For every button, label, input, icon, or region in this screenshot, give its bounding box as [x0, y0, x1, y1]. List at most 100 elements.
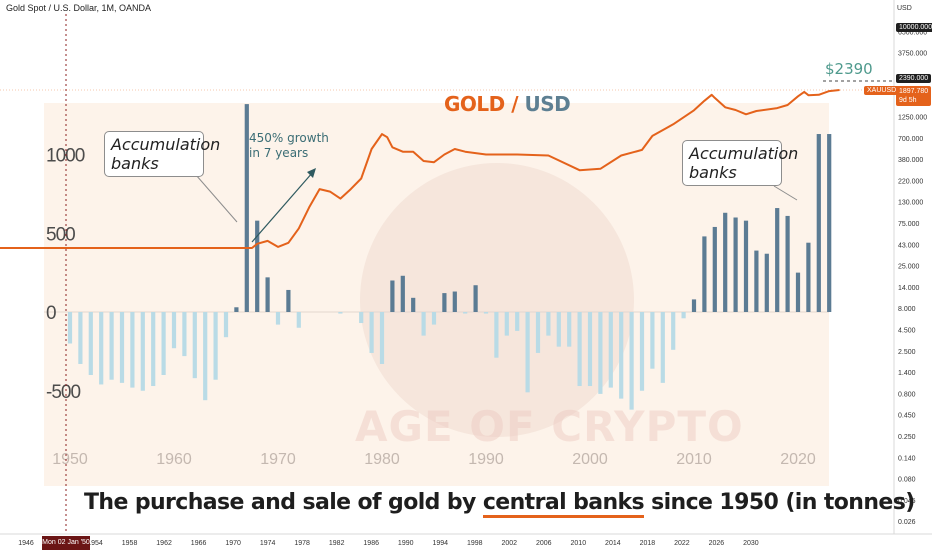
price-axis-tick: 220.000 [898, 178, 923, 185]
time-axis-tick: 1974 [260, 540, 276, 547]
bar-1988 [463, 312, 468, 314]
bar-1976 [338, 312, 343, 314]
bar-1964 [213, 312, 218, 380]
growth-arrowhead [307, 168, 316, 178]
x-tick-label: 2000 [572, 451, 608, 468]
gold-price-line [0, 89, 840, 249]
watermark-text: AGE OF CRYPTO [355, 402, 744, 451]
x-tick-label: 1970 [260, 451, 296, 468]
bar-2017 [764, 253, 769, 312]
bars-series [67, 104, 832, 410]
x-tick-label: 1960 [156, 451, 192, 468]
bar-2005 [639, 312, 645, 391]
price-axis-tick: 0.250 [898, 434, 916, 441]
bar-1962 [192, 312, 197, 379]
price-axis-tick: 700.000 [898, 136, 923, 143]
time-axis-tick: 2014 [605, 540, 621, 547]
bar-1972 [296, 312, 301, 328]
bar-2007 [660, 312, 665, 383]
bar-2009 [681, 312, 686, 319]
bar-2022 [816, 134, 821, 312]
bar-1965 [223, 312, 229, 338]
price-axis-tick: 2.500 [898, 349, 916, 356]
time-axis-tick: 1990 [398, 540, 414, 547]
bar-2016 [754, 250, 759, 312]
time-axis-tick: 2002 [501, 540, 517, 547]
bar-2002 [608, 312, 613, 388]
time-axis-tick: 1998 [467, 540, 483, 547]
bar-2023 [827, 134, 832, 312]
bar-1996 [546, 312, 551, 336]
bar-2021 [806, 242, 811, 312]
callout-right: Accumulation banks [682, 140, 798, 186]
right-callout-pointer [773, 185, 798, 201]
symbol-tag: XAUUSD [864, 86, 900, 95]
y-tick-label: -500 [46, 382, 80, 403]
bar-1961 [182, 312, 187, 357]
symbol-price-tag: 1897.780 9d 5h [896, 86, 932, 106]
bar-2000 [587, 312, 593, 387]
price-axis-tick: 380.000 [898, 157, 923, 164]
price-axis-tick: 14.000 [898, 285, 920, 292]
x-tick-label: 1980 [364, 451, 400, 468]
bar-1960 [171, 312, 177, 349]
bar-1980 [379, 312, 385, 364]
price-axis-tick: 25.000 [898, 264, 920, 271]
symbol-countdown: 9d 5h [899, 97, 917, 104]
top-price-tag: 10000.000 [896, 23, 932, 32]
time-axis-tick: 1946 [18, 540, 34, 547]
price-axis-tick: 3750.000 [898, 51, 927, 58]
bar-1998 [567, 312, 572, 347]
bar-2013 [723, 212, 728, 312]
price-axis-tick: 0.140 [898, 455, 916, 462]
price-axis-tick: 8.000 [898, 306, 916, 313]
time-axis-tick: 2006 [536, 540, 552, 547]
time-axis-tick: 2022 [674, 540, 690, 547]
bar-2011 [702, 236, 707, 312]
time-axis-tick: 1982 [329, 540, 345, 547]
price-axis-tick: 43.000 [898, 242, 920, 249]
x-tick-label: 1950 [52, 451, 88, 468]
headline-caption: The purchase and sale of gold by central… [84, 490, 915, 518]
headline-underlined: central banks [482, 490, 645, 518]
bar-1957 [140, 312, 145, 391]
bar-2019 [785, 215, 790, 312]
currency-label: USD [897, 5, 912, 12]
time-axis-tick: 1958 [122, 540, 138, 547]
bar-2014 [733, 217, 738, 312]
chart-brand-title: GOLD / USD [444, 92, 571, 116]
bar-1963 [203, 312, 208, 401]
bottom-time-axis: 1946 1954 1958 1962 1966 1970 1974 1978 1982 1986… [18, 540, 759, 547]
bar-1967 [244, 104, 249, 312]
bar-1971 [286, 289, 291, 312]
bars-x-axis: 1950 1960 1970 1980 1990 2000 2010 2020 [52, 451, 816, 468]
bar-2018 [775, 208, 780, 312]
price-axis-tick: 1.400 [898, 370, 916, 377]
bar-1987 [452, 291, 457, 312]
bar-1999 [577, 312, 582, 387]
bar-1993 [515, 312, 520, 331]
bar-2020 [795, 272, 801, 312]
price-axis-tick: 130.000 [898, 200, 923, 207]
y-tick-label: 500 [46, 224, 75, 245]
bar-1979 [369, 312, 374, 353]
time-axis-tick: 2010 [571, 540, 587, 547]
brand-usd: USD [524, 92, 571, 116]
time-axis-tick: 1962 [156, 540, 172, 547]
bar-1978 [359, 312, 364, 324]
bar-1959 [161, 312, 166, 375]
time-axis-tick: 1978 [294, 540, 310, 547]
bar-1981 [390, 280, 395, 312]
price-axis-tick: 4.500 [898, 328, 916, 335]
price-axis-tick: 0.800 [898, 391, 916, 398]
gold-line-series [0, 89, 840, 249]
bar-2008 [671, 312, 676, 350]
bar-1985 [431, 312, 437, 325]
bar-1954 [109, 312, 114, 380]
x-tick-label: 2010 [676, 451, 712, 468]
bar-1992 [504, 312, 509, 336]
bar-1968 [255, 220, 260, 312]
bar-1991 [494, 312, 499, 358]
bar-1953 [99, 312, 104, 385]
